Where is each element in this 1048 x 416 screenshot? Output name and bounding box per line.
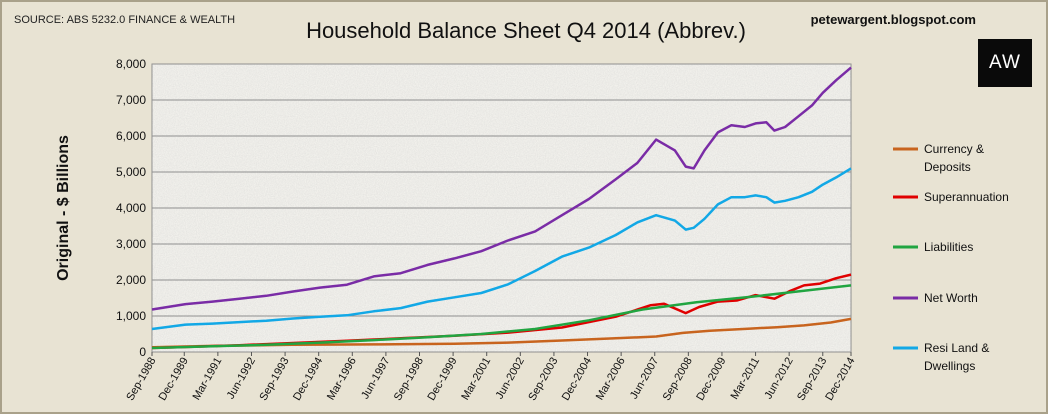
x-tick-label: Mar-2006: [594, 356, 628, 403]
source-note: SOURCE: ABS 5232.0 FINANCE & WEALTH: [14, 14, 236, 26]
x-tick-label: Sep-1998: [392, 356, 426, 403]
y-tick-label: 0: [139, 345, 146, 359]
x-tick-label: Jun-2007: [628, 356, 661, 402]
x-tick-label: Dec-1989: [157, 356, 191, 403]
x-tick-label: Jun-1992: [225, 356, 258, 402]
y-tick-label: 5,000: [116, 165, 146, 179]
y-tick-label: 4,000: [116, 201, 146, 215]
series-line: [151, 317, 852, 349]
x-tick-label: Sep-1993: [257, 356, 291, 403]
y-tick-label: 8,000: [116, 57, 146, 71]
x-tick-label: Mar-1996: [325, 356, 359, 403]
legend-label: Currency & Deposits: [924, 142, 984, 174]
series-line: [151, 66, 852, 311]
x-tick-label: Jun-2012: [762, 356, 795, 402]
legend-label: Net Worth: [924, 291, 978, 305]
aw-logo: AW: [978, 39, 1032, 87]
blog-url: petewargent.blogspot.com: [810, 12, 976, 27]
series-line: [151, 284, 852, 350]
x-tick-label: Jun-1997: [359, 356, 392, 402]
y-tick-label: 7,000: [116, 93, 146, 107]
y-tick-label: 1,000: [116, 309, 146, 323]
x-tick-label: Dec-2004: [560, 356, 594, 403]
legend-label: Resi Land & Dwellings: [924, 341, 989, 373]
legend-label: Superannuation: [924, 190, 1009, 204]
x-tick-label: Mar-2011: [729, 356, 763, 402]
x-tick-label: Dec-1994: [291, 356, 325, 403]
x-tick-label: Sep-2008: [661, 356, 695, 403]
y-tick-label: 2,000: [116, 273, 146, 287]
chart-title: Household Balance Sheet Q4 2014 (Abbrev.…: [306, 18, 746, 43]
x-tick-label: Jun-2002: [494, 356, 527, 402]
y-axis-label: Original - $ Billions: [55, 135, 72, 281]
x-tick-label: Dec-2009: [694, 356, 728, 403]
series-line: [151, 167, 852, 331]
x-tick-label: Sep-1988: [124, 356, 158, 403]
x-tick-label: Mar-2001: [459, 356, 493, 403]
legend-label: Liabilities: [924, 240, 973, 254]
y-tick-label: 3,000: [116, 237, 146, 251]
x-tick-label: Dec-1999: [425, 356, 459, 403]
x-tick-label: Mar-1991: [191, 356, 225, 403]
x-tick-label: Sep-2003: [526, 356, 560, 403]
y-tick-label: 6,000: [116, 129, 146, 143]
